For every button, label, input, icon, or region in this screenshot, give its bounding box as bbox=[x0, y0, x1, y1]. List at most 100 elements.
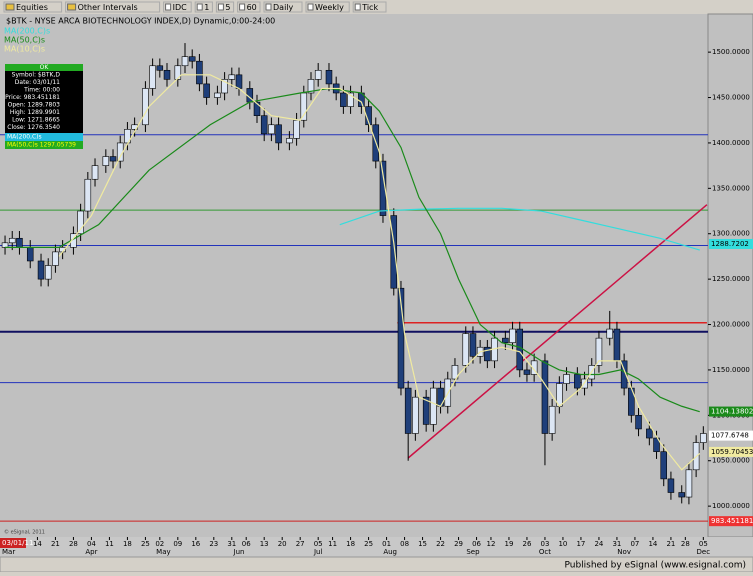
x-tick-label: 24 bbox=[594, 540, 603, 548]
toolbar-button[interactable] bbox=[215, 1, 235, 13]
toolbar-icon bbox=[196, 3, 203, 11]
candle-body bbox=[228, 74, 236, 80]
x-tick-label: 26 bbox=[522, 540, 531, 548]
y-tick-label: 1150.0000 bbox=[712, 366, 750, 374]
info-ma-text: MA(200,C)s bbox=[7, 134, 42, 141]
candle-body bbox=[390, 215, 398, 289]
x-tick-label: 01 bbox=[382, 540, 391, 548]
price-tag-label: 1059.70453 bbox=[711, 448, 753, 456]
y-tick-label: 1450.0000 bbox=[712, 94, 750, 102]
candle-body bbox=[404, 387, 412, 434]
candle-body bbox=[260, 115, 268, 135]
candle-body bbox=[314, 69, 322, 80]
price-tag bbox=[709, 406, 753, 417]
candle-body bbox=[325, 69, 333, 85]
candle-body bbox=[667, 478, 675, 493]
y-tick-label: 1300.0000 bbox=[712, 230, 750, 238]
info-row: Close: 1276.3540 bbox=[7, 124, 60, 131]
candle-body bbox=[606, 328, 614, 339]
x-tick-label: 09 bbox=[173, 540, 182, 548]
x-tick-label: 07 bbox=[630, 540, 639, 548]
month-label: Aug bbox=[383, 548, 397, 556]
y-tick-label: 1350.0000 bbox=[712, 184, 750, 192]
toolbar-button[interactable] bbox=[237, 1, 261, 13]
toolbar-label[interactable]: 60 bbox=[247, 3, 257, 12]
x-tick-label: 13 bbox=[260, 540, 269, 548]
candle-body bbox=[365, 106, 372, 126]
candle-body bbox=[340, 92, 347, 107]
toolbar-label[interactable]: 1 bbox=[204, 3, 209, 12]
x-tick-label: 11 bbox=[328, 540, 337, 548]
candle-body bbox=[523, 369, 531, 375]
price-tag-label: 983.451181 bbox=[711, 517, 753, 525]
y-tick-label: 1500.0000 bbox=[712, 48, 750, 56]
plot-area bbox=[0, 14, 708, 537]
toolbar-label[interactable]: Daily bbox=[273, 3, 294, 12]
candle-body bbox=[181, 56, 189, 67]
toolbar-label[interactable]: Other Intervals bbox=[78, 3, 138, 12]
x-tick-label: 21 bbox=[51, 540, 60, 548]
candle-body bbox=[509, 328, 516, 343]
candle-body bbox=[52, 251, 59, 266]
toolbar-label[interactable]: Equities bbox=[16, 3, 48, 12]
toolbar-button[interactable] bbox=[305, 1, 350, 13]
candle-body bbox=[469, 333, 477, 357]
candle-body bbox=[300, 92, 308, 121]
candle-body bbox=[347, 92, 354, 107]
toolbar-button[interactable] bbox=[263, 1, 303, 13]
copyright: © eSignal, 2011 bbox=[4, 529, 45, 536]
x-tick-label: 14 bbox=[648, 540, 657, 548]
price-tag-label: 1288.7202 bbox=[711, 240, 749, 248]
candle-body bbox=[149, 65, 156, 89]
candle-body bbox=[109, 156, 117, 162]
candle-body bbox=[196, 60, 203, 85]
x-tick-label: 04 bbox=[87, 540, 96, 548]
y-tick-label: 1000.0000 bbox=[712, 502, 750, 510]
month-label: Jun bbox=[233, 548, 245, 556]
x-tick-label: 17 bbox=[576, 540, 585, 548]
candle-body bbox=[156, 65, 164, 71]
candle-body bbox=[548, 405, 556, 434]
toolbar-icon bbox=[5, 3, 15, 11]
month-label: Sep bbox=[466, 548, 480, 556]
candle-body bbox=[462, 333, 470, 366]
info-ma-text: MA(50,C)s 1297.05739 bbox=[7, 142, 76, 149]
toolbar-button[interactable] bbox=[163, 1, 192, 13]
candle-body bbox=[530, 360, 538, 375]
candle-body bbox=[188, 56, 196, 62]
price-tag-label: 1077.6748 bbox=[711, 432, 749, 440]
month-label: Apr bbox=[85, 548, 97, 556]
info-row: High: 1289.9901 bbox=[10, 109, 60, 116]
toolbar-button[interactable] bbox=[194, 1, 213, 13]
toolbar-label[interactable]: Weekly bbox=[315, 3, 344, 12]
toolbar-icon bbox=[217, 3, 224, 11]
candle-body bbox=[102, 156, 110, 166]
candle-body bbox=[293, 119, 300, 139]
candle-body bbox=[214, 92, 221, 98]
candle-body bbox=[44, 265, 52, 280]
legend-entry: MA(10,C)s bbox=[4, 45, 45, 54]
toolbar-button[interactable] bbox=[3, 1, 63, 13]
toolbar-button[interactable] bbox=[65, 1, 161, 13]
candle-body bbox=[541, 360, 549, 434]
x-tick-label: 06 bbox=[472, 540, 481, 548]
info-row: Date: 03/01/11 bbox=[15, 79, 60, 86]
x-tick-label: 25 bbox=[364, 540, 373, 548]
x-tick-label: 15 bbox=[418, 540, 427, 548]
toolbar-label[interactable]: 5 bbox=[225, 3, 230, 12]
month-label: Jul bbox=[313, 548, 323, 556]
toolbar-button[interactable] bbox=[352, 1, 387, 13]
toolbar-icon bbox=[307, 3, 314, 11]
candle-body bbox=[635, 415, 642, 430]
candle-body bbox=[484, 346, 491, 362]
toolbar-label[interactable]: IDC bbox=[173, 3, 188, 12]
x-tick-label: 05 bbox=[699, 540, 708, 548]
candle-body bbox=[16, 237, 23, 248]
candle-body bbox=[203, 83, 210, 98]
candle-body bbox=[516, 328, 524, 371]
month-label: Nov bbox=[617, 548, 631, 556]
toolbar-label[interactable]: Tick bbox=[361, 3, 378, 12]
x-tick-label: 23 bbox=[209, 540, 218, 548]
price-tag bbox=[709, 430, 753, 441]
